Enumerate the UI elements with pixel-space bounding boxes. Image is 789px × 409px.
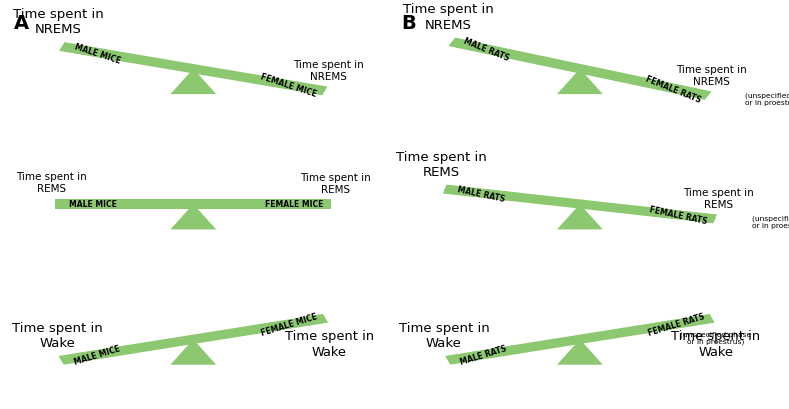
- Text: Time spent in
NREMS: Time spent in NREMS: [402, 3, 493, 31]
- Polygon shape: [252, 315, 327, 334]
- Polygon shape: [251, 76, 327, 96]
- Polygon shape: [256, 200, 331, 209]
- Polygon shape: [443, 186, 520, 202]
- Text: Time spent in
Wake: Time spent in Wake: [12, 321, 103, 349]
- Text: Time spent in
NREMS: Time spent in NREMS: [13, 8, 103, 36]
- Polygon shape: [635, 78, 711, 100]
- Polygon shape: [640, 207, 716, 223]
- Polygon shape: [170, 70, 216, 95]
- Polygon shape: [55, 200, 130, 209]
- Polygon shape: [445, 314, 715, 365]
- Text: FEMALE MICE: FEMALE MICE: [260, 72, 318, 99]
- Text: Time spent in
NREMS: Time spent in NREMS: [676, 65, 747, 87]
- Polygon shape: [557, 70, 603, 95]
- Polygon shape: [170, 204, 216, 230]
- Polygon shape: [449, 38, 711, 101]
- Text: Time spent in
REMS: Time spent in REMS: [395, 150, 486, 179]
- Text: Time spent in
Wake: Time spent in Wake: [671, 330, 761, 358]
- Polygon shape: [58, 314, 328, 365]
- Polygon shape: [557, 204, 603, 230]
- Text: (unspecified phase
or in proestrus): (unspecified phase or in proestrus): [680, 330, 751, 344]
- Text: MALE RATS: MALE RATS: [457, 184, 506, 203]
- Text: Time spent in
Wake: Time spent in Wake: [398, 321, 489, 349]
- Text: FEMALE RATS: FEMALE RATS: [649, 205, 708, 226]
- Text: FEMALE RATS: FEMALE RATS: [647, 311, 705, 337]
- Text: MALE MICE: MALE MICE: [73, 344, 122, 366]
- Text: FEMALE MICE: FEMALE MICE: [260, 311, 319, 337]
- Text: B: B: [401, 14, 416, 33]
- Text: MALE RATS: MALE RATS: [459, 344, 508, 366]
- Text: (unspecified phase
or in proestrus): (unspecified phase or in proestrus): [753, 215, 789, 229]
- Text: FEMALE MICE: FEMALE MICE: [265, 200, 323, 209]
- Polygon shape: [449, 39, 525, 61]
- Text: Time spent in
REMS: Time spent in REMS: [16, 171, 87, 193]
- Polygon shape: [59, 43, 136, 63]
- Text: FEMALE RATS: FEMALE RATS: [645, 74, 702, 104]
- Text: Time spent in
REMS: Time spent in REMS: [683, 188, 754, 209]
- Text: Time spent in
Wake: Time spent in Wake: [285, 330, 374, 358]
- Text: MALE MICE: MALE MICE: [69, 200, 117, 209]
- Text: A: A: [14, 14, 29, 33]
- Polygon shape: [55, 200, 331, 209]
- Polygon shape: [638, 315, 714, 334]
- Text: Time spent in
REMS: Time spent in REMS: [300, 173, 371, 195]
- Text: MALE RATS: MALE RATS: [462, 37, 510, 63]
- Polygon shape: [557, 339, 603, 365]
- Text: (unspecified phase
or in proestrus): (unspecified phase or in proestrus): [746, 92, 789, 106]
- Polygon shape: [170, 339, 216, 365]
- Polygon shape: [59, 345, 135, 364]
- Polygon shape: [446, 345, 522, 364]
- Polygon shape: [59, 43, 327, 96]
- Text: Time spent in
NREMS: Time spent in NREMS: [294, 60, 364, 82]
- Text: MALE MICE: MALE MICE: [73, 42, 122, 65]
- Polygon shape: [443, 185, 716, 224]
